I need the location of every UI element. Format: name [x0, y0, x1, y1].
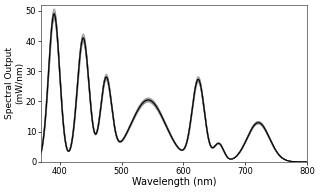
Y-axis label: Spectral Output
(mW/nm): Spectral Output (mW/nm)	[5, 47, 24, 119]
X-axis label: Wavelength (nm): Wavelength (nm)	[132, 177, 216, 187]
